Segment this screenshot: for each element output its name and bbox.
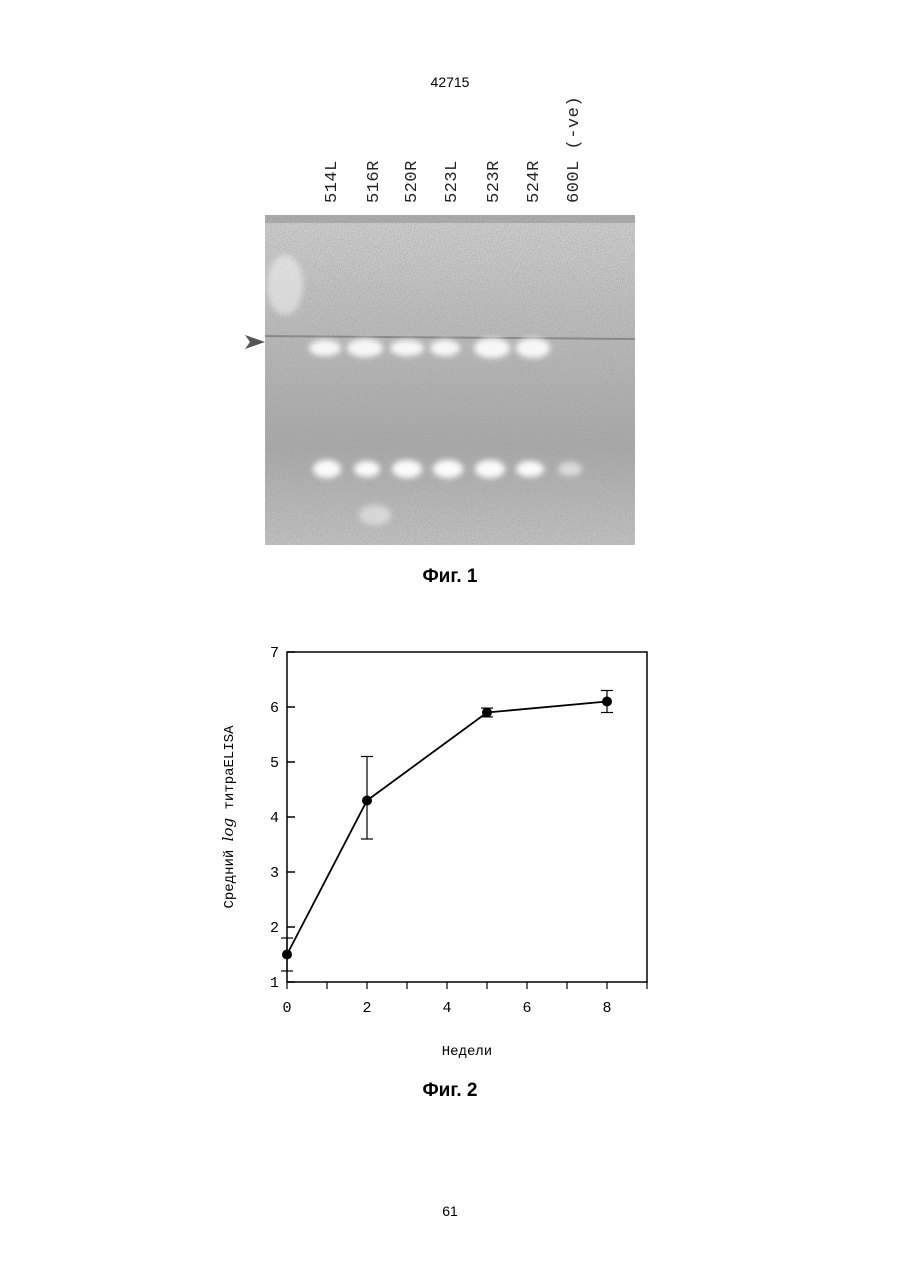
page-number: 61 <box>0 1203 900 1219</box>
lane-label-5: 523R <box>485 160 504 203</box>
y-axis-label-prefix: Средний <box>221 850 238 909</box>
x-tick-label: 0 <box>282 1000 291 1017</box>
y-axis-label-suffix: титраELISA <box>222 725 238 810</box>
x-tick-label: 6 <box>522 1000 531 1017</box>
x-tick-label: 4 <box>442 1000 451 1017</box>
y-tick-label: 5 <box>270 755 279 772</box>
figure-2-chart: 1 2 3 4 5 6 7 0 2 4 6 8 Недели Средний log титраEL… <box>200 630 700 1070</box>
figure-1-caption: Фиг. 1 <box>0 566 900 588</box>
y-tick-label: 1 <box>270 975 279 992</box>
document-number: 42715 <box>0 74 900 90</box>
data-point <box>362 796 372 806</box>
lane-labels: 514L 516R 520R 523L 523R 524R 600L (-ve) <box>245 105 645 210</box>
y-axis-label: Средний log титраELISA <box>219 725 238 909</box>
y-tick-label: 2 <box>270 920 279 937</box>
lane-label-1: 514L <box>323 160 342 203</box>
data-point <box>482 708 492 718</box>
x-tick-label: 8 <box>602 1000 611 1017</box>
data-point <box>282 950 292 960</box>
figure-2-caption: Фиг. 2 <box>0 1080 900 1102</box>
y-tick-label: 4 <box>270 810 279 827</box>
y-tick-label: 6 <box>270 700 279 717</box>
gel-image <box>265 215 635 545</box>
y-tick-label: 3 <box>270 865 279 882</box>
data-point <box>602 697 612 707</box>
lane-label-2: 516R <box>365 160 384 203</box>
x-tick-label: 2 <box>362 1000 371 1017</box>
chart-svg: 1 2 3 4 5 6 7 0 2 4 6 8 Недели Средний log титраEL… <box>200 630 700 1070</box>
lane-label-7: 600L (-ve) <box>565 96 584 203</box>
band-marker-arrow-icon <box>245 335 267 349</box>
series-line <box>287 702 607 955</box>
lane-label-3: 520R <box>403 160 422 203</box>
lane-label-4: 523L <box>443 160 462 203</box>
x-axis-label: Недели <box>442 1044 492 1060</box>
lane-label-6: 524R <box>525 160 544 203</box>
figure-1-gel: 514L 516R 520R 523L 523R 524R 600L (-ve) <box>245 105 645 550</box>
y-tick-label: 7 <box>270 645 279 662</box>
plot-frame <box>287 652 647 982</box>
y-axis-label-log: log <box>219 818 237 841</box>
